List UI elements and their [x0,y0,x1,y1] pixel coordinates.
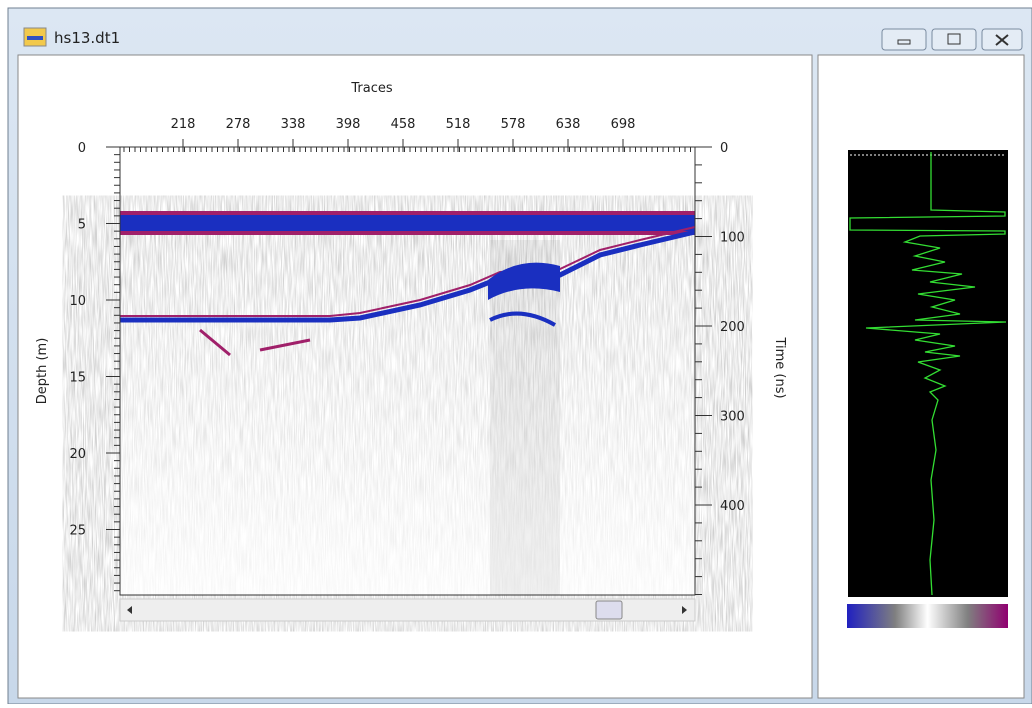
close-icon [995,34,1009,46]
radargram-fade [120,232,695,595]
left-tick-label: 25 [69,524,86,539]
left-tick-label: 15 [69,371,86,386]
surface-reflection-top [120,211,695,215]
left-axis-label: Depth (m) [35,338,50,405]
window-title: hs13.dt1 [54,29,120,47]
surface-reflection-bottom [120,231,695,235]
maximize-icon [947,33,961,45]
trace-waveform [849,152,1007,596]
radargram [120,147,696,595]
trace-view [848,150,1008,597]
x-tick-label: 398 [336,117,361,132]
left-tick-label: 5 [78,218,86,233]
right-tick-label: 400 [720,499,745,514]
x-axis-label: Traces [350,81,392,96]
scroll-thumb[interactable] [595,600,623,620]
horizontal-scrollbar[interactable] [119,598,696,622]
reflector [120,229,696,323]
scroll-left-arrow[interactable] [127,606,132,614]
right-axis-label: Time (ns) [772,336,787,398]
surface-reflection [120,215,695,231]
axes: 218 278 338 398 458 518 578 638 698 0 5 10 15 20 25 0 10… [69,117,745,595]
x-tick-label: 338 [281,117,306,132]
reflector-edge [120,226,696,317]
left-tick-label: 20 [69,447,86,462]
right-tick-label: 100 [720,231,745,246]
hyperbola [488,262,560,300]
radargram-column [490,240,560,595]
x-tick-label: 638 [556,117,581,132]
hyperbola-lower [489,311,556,327]
minor-reflector [199,328,311,357]
x-tick-label: 458 [391,117,416,132]
x-tick-label: 518 [446,117,471,132]
x-tick-label: 578 [501,117,526,132]
right-tick-label: 0 [720,141,728,156]
scroll-right-arrow[interactable] [682,606,687,614]
right-tick-label: 200 [720,320,745,335]
left-tick-label: 10 [69,294,86,309]
color-bar [847,604,1008,628]
x-tick-label: 278 [226,117,251,132]
window-buttons [881,28,1023,51]
right-tick-label: 300 [720,410,745,425]
x-tick-label: 218 [171,117,196,132]
left-tick-label: 0 [78,141,86,156]
app-icon-band [27,36,43,40]
maximize-button[interactable] [931,28,977,51]
plot-frame [119,146,696,596]
minimize-icon [897,39,911,45]
x-tick-label: 698 [611,117,636,132]
